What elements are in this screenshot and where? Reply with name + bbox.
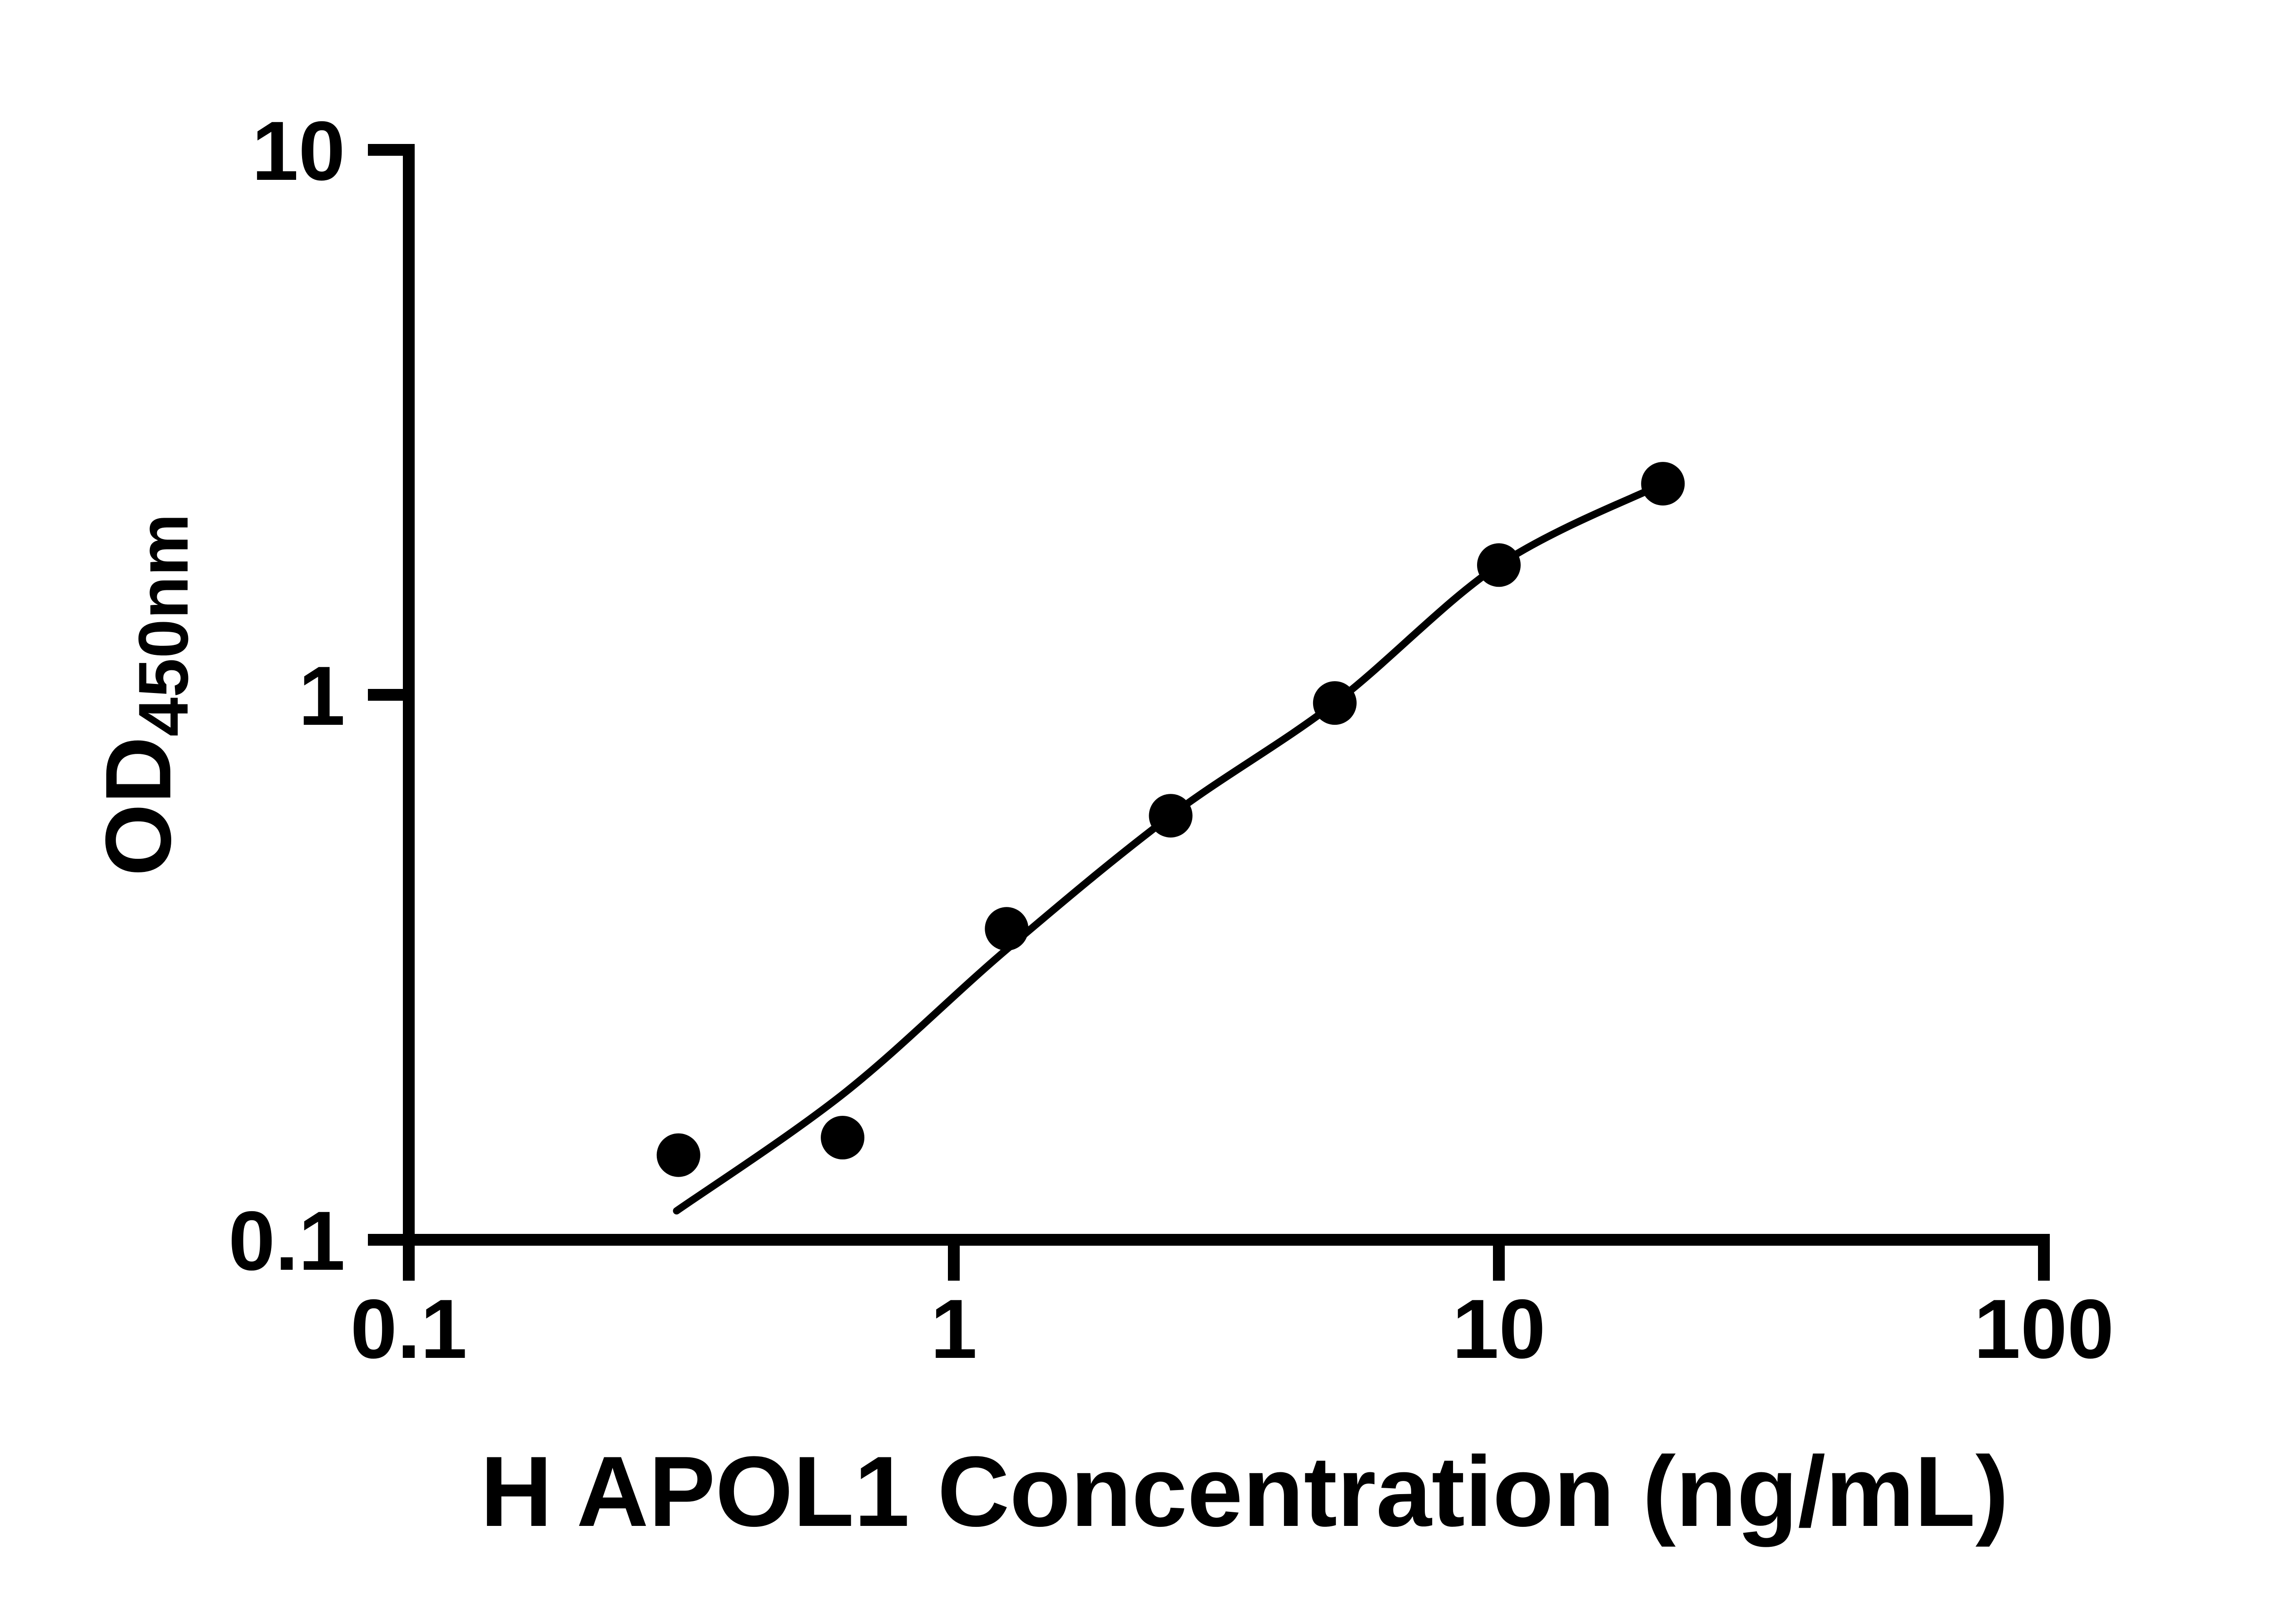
data-point (1313, 681, 1357, 725)
y-tick-label: 0.1 (228, 1194, 345, 1288)
y-tick-label: 10 (252, 104, 345, 198)
x-tick-label: 100 (1974, 1282, 2114, 1376)
fit-curve (673, 480, 1667, 1215)
y-axis-title-main: OD (86, 737, 190, 876)
data-point (821, 1116, 865, 1159)
axes-layer (368, 144, 2050, 1281)
x-tick-label: 10 (1452, 1282, 1546, 1376)
fit-curve-layer (673, 480, 1667, 1215)
tick-label-layer: 10 1 0.10.1 1 10 100 (228, 104, 2114, 1376)
y-tick-label: 1 (298, 649, 345, 743)
data-point (1149, 794, 1193, 838)
x-axis-title: H APOL1 Concentration (ng/mL) (480, 1436, 2008, 1547)
y-axis-title-sub: 450nm (124, 514, 203, 737)
data-point (1477, 543, 1521, 587)
data-point (985, 907, 1029, 951)
data-point-layer (656, 462, 1685, 1177)
x-tick-label: 1 (931, 1282, 977, 1376)
data-point (1641, 462, 1685, 506)
x-tick-label: 0.1 (350, 1282, 467, 1376)
data-point (656, 1133, 700, 1177)
y-axis-title: OD450nm (86, 514, 203, 876)
